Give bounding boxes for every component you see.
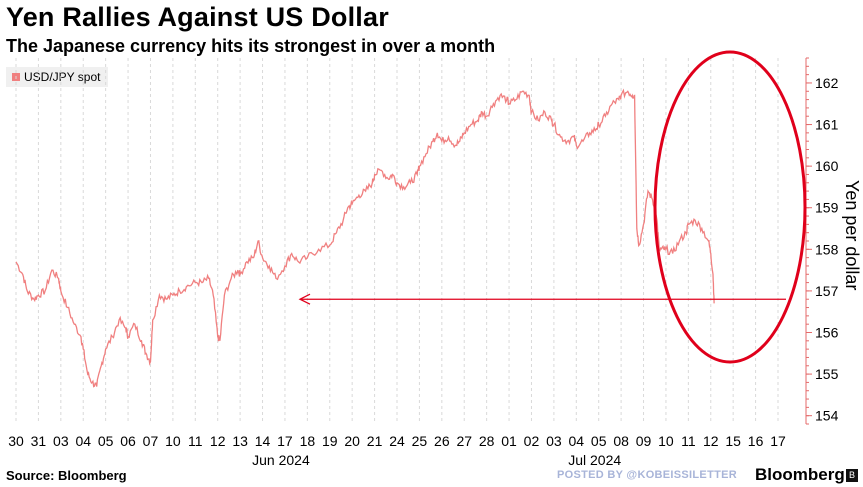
x-tick-label: 08 [613, 433, 629, 449]
x-tick-label: 17 [277, 433, 293, 449]
x-tick-label: 11 [681, 433, 696, 449]
x-tick-label: 21 [367, 433, 383, 449]
x-tick-label: 06 [120, 433, 136, 449]
y-tick-label: 159 [815, 200, 839, 216]
series-group [15, 88, 715, 388]
x-tick-label: 31 [31, 433, 47, 449]
x-tick-label: 01 [501, 433, 517, 449]
x-tick-label: 09 [636, 433, 652, 449]
y-axis-label: Yen per dollar [842, 180, 862, 290]
y-tick-label: 155 [815, 366, 839, 382]
x-axis: 30 31 03 04 05 06 07 10 11 12 13 14 17 18 19 20 21 24 25 26… [8, 433, 786, 468]
x-tick-label: 20 [344, 433, 360, 449]
series-line-usdjpy [15, 88, 715, 388]
x-tick-label: 04 [569, 433, 585, 449]
gridlines [15, 58, 779, 424]
month-label: Jul 2024 [568, 452, 621, 468]
x-tick-label: 14 [255, 433, 271, 449]
x-tick-label: 18 [300, 433, 316, 449]
y-axis: 154 155 156 157 158 159 160 161 162 [805, 57, 839, 425]
bloomberg-badge-icon: B [846, 469, 858, 482]
y-tick-label: 157 [815, 283, 839, 299]
y-tick-label: 161 [815, 117, 839, 133]
x-tick-label: 03 [546, 433, 562, 449]
legend-label: USD/JPY spot [24, 70, 101, 84]
x-tick-label: 28 [479, 433, 495, 449]
x-tick-label: 25 [412, 433, 428, 449]
x-tick-label: 16 [748, 433, 764, 449]
bloomberg-logo: Bloomberg [755, 465, 845, 484]
chart-title: Yen Rallies Against US Dollar [6, 2, 389, 32]
x-tick-label: 13 [232, 433, 248, 449]
x-tick-label: 12 [703, 433, 719, 449]
x-tick-label: 05 [98, 433, 114, 449]
source-note: Source: Bloomberg [6, 468, 127, 483]
y-tick-label: 160 [815, 158, 839, 174]
x-tick-label: 12 [210, 433, 226, 449]
x-tick-label: 26 [434, 433, 450, 449]
x-tick-label: 10 [658, 433, 674, 449]
y-tick-label: 156 [815, 325, 839, 341]
chart-subtitle: The Japanese currency hits its strongest… [6, 36, 496, 56]
x-tick-label: 03 [53, 433, 69, 449]
y-tick-label: 154 [815, 408, 839, 424]
annotation-arrow-head [298, 293, 311, 305]
x-tick-label: 19 [322, 433, 338, 449]
x-tick-label: 27 [456, 433, 472, 449]
y-tick-label: 158 [815, 241, 839, 257]
y-tick-label: 162 [815, 75, 839, 91]
posted-by-watermark: POSTED BY @KOBEISSILETTER [557, 469, 737, 481]
x-tick-label: 11 [188, 433, 203, 449]
x-tick-label: 24 [389, 433, 405, 449]
x-tick-label: 15 [725, 433, 741, 449]
x-tick-label: 10 [165, 433, 181, 449]
month-label: Jun 2024 [252, 452, 310, 468]
x-tick-label: 30 [8, 433, 24, 449]
x-tick-label: 17 [770, 433, 786, 449]
annotation-ellipse [653, 50, 807, 364]
x-tick-label: 04 [75, 433, 91, 449]
x-tick-label: 02 [524, 433, 540, 449]
x-tick-label: 05 [591, 433, 607, 449]
x-tick-label: 07 [143, 433, 159, 449]
annotations [298, 50, 807, 364]
